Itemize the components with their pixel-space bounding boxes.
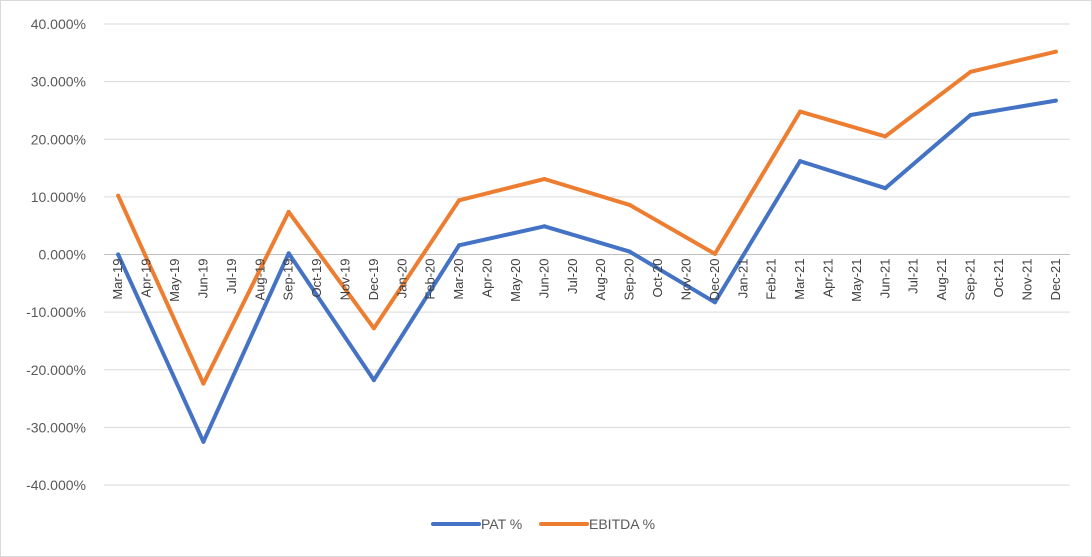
y-tick-label: -20.000% xyxy=(26,362,86,378)
x-tick-label: Jul-19 xyxy=(224,259,239,294)
y-tick-label: 10.000% xyxy=(31,189,86,205)
x-tick-label: Dec-20 xyxy=(707,259,722,301)
legend-label: EBITDA % xyxy=(589,516,655,532)
x-tick-label: May-20 xyxy=(508,259,523,302)
x-tick-label: Jan-20 xyxy=(394,258,409,298)
series-line-pat xyxy=(116,98,1058,444)
data-point xyxy=(798,109,803,114)
data-point xyxy=(798,159,803,164)
data-point xyxy=(286,209,291,214)
x-tick-label: Jun-20 xyxy=(536,259,551,299)
x-tick-label: Apr-20 xyxy=(480,259,495,298)
y-tick-label: 20.000% xyxy=(31,131,86,147)
x-tick-label: Jul-21 xyxy=(906,258,921,293)
data-point xyxy=(371,326,376,331)
x-tick-label: Apr-21 xyxy=(821,259,836,298)
x-tick-label: Jan-21 xyxy=(735,259,750,299)
data-point xyxy=(712,251,717,256)
x-tick-label: Aug-20 xyxy=(593,258,608,300)
series-lines xyxy=(116,49,1058,444)
x-tick-label: Sep-21 xyxy=(963,259,978,301)
data-point xyxy=(201,381,206,386)
y-tick-label: 30.000% xyxy=(31,74,86,90)
legend-label: PAT % xyxy=(481,516,522,532)
data-point xyxy=(457,198,462,203)
data-point xyxy=(883,134,888,139)
x-tick-label: Sep-20 xyxy=(622,258,637,300)
x-tick-label: Apr-19 xyxy=(139,258,154,297)
data-point xyxy=(968,113,973,117)
data-point xyxy=(371,378,376,383)
x-tick-label: May-21 xyxy=(849,258,864,301)
x-tick-label: Oct-21 xyxy=(991,259,1006,298)
data-point xyxy=(627,202,632,207)
data-point xyxy=(712,300,717,305)
x-tick-label: Aug-19 xyxy=(252,259,267,301)
x-tick-label: Dec-19 xyxy=(366,258,381,300)
x-tick-label: Jun-19 xyxy=(195,258,210,298)
y-tick-label: -40.000% xyxy=(26,477,86,493)
data-point xyxy=(542,177,547,181)
x-tick-label: Sep-19 xyxy=(281,259,296,301)
data-point xyxy=(1053,98,1058,103)
x-tick-label: Mar-20 xyxy=(451,258,466,299)
data-point xyxy=(883,186,888,191)
x-axis-tick-labels: Mar-19 Apr-19 May-19 Jun-19 Jul-19 Aug-19 Sep-… xyxy=(110,258,1063,301)
x-tick-label: Aug-21 xyxy=(934,258,949,300)
data-point xyxy=(1053,49,1058,54)
y-tick-label: -30.000% xyxy=(26,419,86,435)
data-point xyxy=(286,251,291,256)
data-point xyxy=(116,193,121,198)
data-point xyxy=(542,224,547,229)
x-tick-label: Nov-20 xyxy=(678,258,693,300)
legend: PAT % EBITDA % xyxy=(431,516,655,532)
data-point xyxy=(627,249,632,254)
y-tick-label: 40.000% xyxy=(31,16,86,32)
x-tick-label: Feb-21 xyxy=(764,259,779,300)
data-point xyxy=(116,252,121,257)
y-axis-tick-labels: 40.000% 30.000% 20.000% 10.000% 0.000% -10.00… xyxy=(26,16,86,493)
series-line-ebitda xyxy=(116,49,1058,386)
data-point xyxy=(968,69,973,74)
x-tick-label: Nov-21 xyxy=(1019,259,1034,301)
x-tick-label: Jul-20 xyxy=(565,259,580,294)
y-tick-label: -10.000% xyxy=(26,304,86,320)
x-tick-label: May-19 xyxy=(167,258,182,301)
x-tick-label: Dec-21 xyxy=(1048,259,1063,301)
x-tick-label: Feb-20 xyxy=(423,258,438,299)
y-tick-label: 0.000% xyxy=(39,247,86,263)
gridlines xyxy=(104,23,1070,486)
data-point xyxy=(457,243,462,248)
x-tick-label: Nov-19 xyxy=(338,259,353,301)
x-tick-label: Jun-21 xyxy=(877,258,892,298)
data-point xyxy=(201,439,206,444)
x-tick-label: Mar-21 xyxy=(792,259,807,300)
x-tick-label: Mar-19 xyxy=(110,258,125,299)
x-tick-label: Oct-20 xyxy=(650,258,665,297)
x-tick-label: Oct-19 xyxy=(309,259,324,298)
